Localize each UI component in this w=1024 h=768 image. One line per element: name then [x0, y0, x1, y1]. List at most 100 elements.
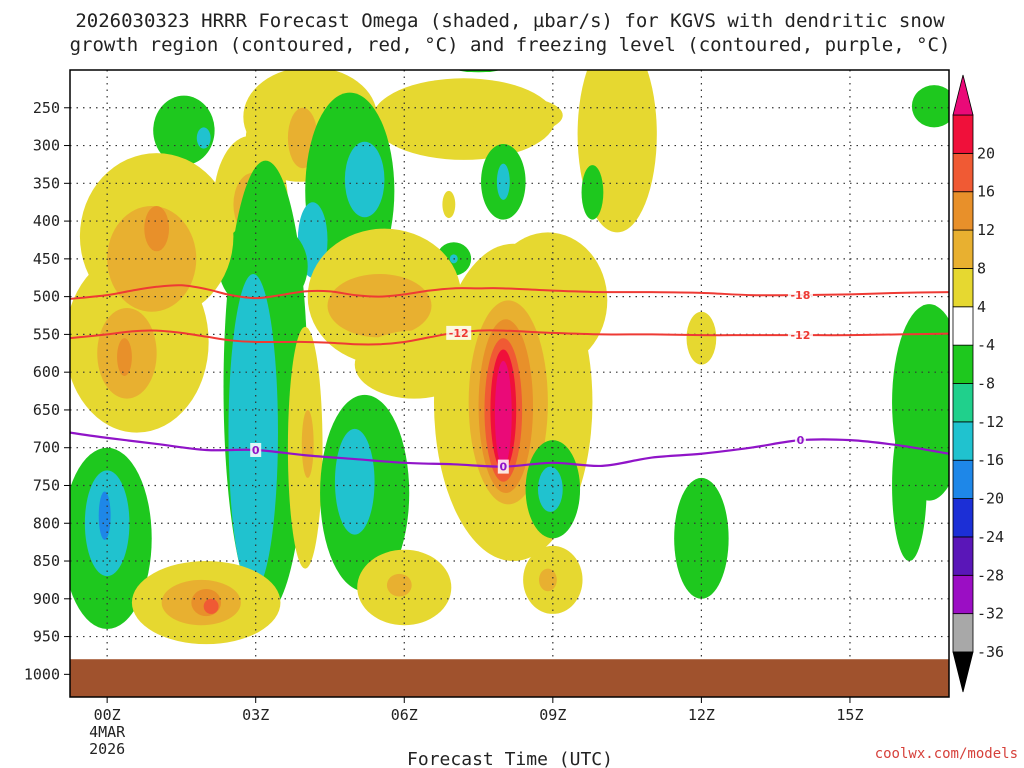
plot-frame: [69, 69, 950, 698]
x-tick-label-09Z: 09Z: [539, 706, 566, 724]
x-axis-title: Forecast Time (UTC): [407, 749, 613, 768]
y-tick-label-850: 850: [33, 552, 60, 570]
colorbar-bin-0: [952, 613, 974, 653]
omega-blob-teal-12: [496, 163, 510, 200]
red-contour-minus-12: [70, 329, 949, 346]
plot-area: -18 -12 0 -12 0 0: [70, 70, 949, 697]
x-tick-label-12Z: 12Z: [688, 706, 715, 724]
omega-blob-teal-20: [344, 141, 385, 218]
ground-layer: [70, 659, 949, 697]
label-0-08z-bg: [497, 459, 509, 474]
y-tick-label-600: 600: [33, 363, 60, 381]
colorbar-bin-5: [952, 421, 974, 461]
credit-text: coolwx.com/models: [875, 746, 1018, 762]
omega-blob-orange12-30: [144, 205, 170, 252]
x-tick-sublabel-year: 2026: [89, 740, 125, 758]
colorbar-tick-20: 20: [977, 144, 995, 162]
colorbar-high-triangle: [952, 74, 974, 116]
colorbar-bin-1: [952, 574, 974, 615]
omega-blob-teal-46: [334, 428, 375, 535]
colorbar-bin-6: [952, 383, 974, 423]
omega-blob-orange8-48: [386, 573, 412, 597]
y-axis: 250 300 350 400 450 500 550 600 650 700 750 800 850 9…: [24, 99, 70, 683]
colorbar-bin-2: [952, 536, 974, 576]
label-minus-12-early: -12: [449, 327, 469, 340]
y-tick-label-500: 500: [33, 288, 60, 306]
colorbar-tick-16: 16: [977, 183, 995, 201]
colorbar-tick--36: -36: [977, 643, 1004, 661]
y-tick-label-450: 450: [33, 250, 60, 268]
y-tick-label-800: 800: [33, 514, 60, 532]
label-minus-12-early-bg: [446, 325, 472, 340]
colorbar-bin-11: [952, 191, 974, 231]
y-tick-label-750: 750: [33, 476, 60, 494]
grid-lines: [70, 70, 949, 697]
omega-blob-magenta-55: [494, 360, 512, 467]
colorbar-tick--20: -20: [977, 490, 1004, 508]
colorbar-bin-4: [952, 459, 974, 499]
y-tick-label-250: 250: [33, 99, 60, 117]
omega-blob-orange12-32: [117, 338, 132, 376]
y-tick-label-350: 350: [33, 174, 60, 192]
red-contour-minus-18-label-bg: [787, 288, 813, 303]
y-tick-label-900: 900: [33, 590, 60, 608]
colorbar-bin-3: [952, 498, 974, 538]
temperature-contours: -18 -12 0 -12 0 0: [70, 284, 949, 474]
colorbar-bin-12: [952, 152, 974, 193]
y-tick-label-650: 650: [33, 401, 60, 419]
y-tick-label-300: 300: [33, 137, 60, 155]
omega-blob-green-2: [457, 70, 500, 73]
y-tick-label-950: 950: [33, 628, 60, 646]
purple-contour-freezing-level-label: 0: [797, 434, 805, 447]
omega-blob-yellow-10: [442, 190, 456, 219]
y-tick-label-400: 400: [33, 212, 60, 230]
omega-blob-green-13: [581, 165, 604, 220]
ground-below-surface: [70, 659, 949, 697]
colorbar-tick-12: 12: [977, 221, 995, 239]
omega-blob-yellow-60: [686, 311, 717, 365]
colorbar-tick--24: -24: [977, 528, 1004, 546]
colorbar-bin-8: [952, 306, 974, 346]
colorbar-tick--28: -28: [977, 566, 1004, 584]
label-0-08z: 0: [499, 461, 507, 474]
colorbar-bin-13: [952, 114, 974, 154]
label-0-03z-bg: [250, 442, 262, 457]
chart-title-line-2: growth region (contoured, red, °C) and f…: [70, 34, 951, 56]
red-contour-minus-12-label: -12: [790, 329, 810, 342]
omega-blob-yellow-8: [463, 96, 563, 135]
purple-contour-freezing-level-label-bg: [794, 433, 806, 448]
colorbar-bin-10: [952, 229, 974, 269]
omega-shading: [70, 70, 949, 645]
colorbar-tick--4: -4: [977, 336, 995, 354]
omega-blob-teal-57: [537, 466, 563, 512]
y-tick-label-1000: 1000: [24, 665, 60, 683]
chart-title-line-1: 2026030323 HRRR Forecast Omega (shaded, …: [75, 10, 945, 32]
omega-blob-orange8-41: [301, 409, 314, 478]
omega-blob-green-3: [911, 85, 949, 128]
omega-blob-orange8-43: [327, 273, 432, 338]
colorbar: -36 -32 -28 -24 -20 -16 -12 -8 -4 4 8 12 16 20: [952, 74, 1004, 693]
omega-blob-blue-35: [98, 491, 111, 540]
colorbar-tick-4: 4: [977, 298, 986, 316]
colorbar-tick--8: -8: [977, 375, 995, 393]
colorbar-tick--32: -32: [977, 605, 1004, 623]
red-contour-minus-12-label-bg: [787, 328, 813, 343]
omega-blob-teal-1: [196, 127, 211, 149]
x-tick-label-00Z: 00Z: [94, 706, 121, 724]
colorbar-tick--16: -16: [977, 451, 1004, 469]
x-tick-sublabel-date: 4MAR: [89, 723, 126, 741]
x-tick-label-15Z: 15Z: [836, 706, 863, 724]
y-tick-label-550: 550: [33, 325, 60, 343]
red-contour-minus-18-label: -18: [790, 289, 810, 302]
omega-blob-teal-24: [228, 273, 278, 592]
red-contour-minus-18: [70, 284, 949, 300]
label-0-03z: 0: [252, 444, 260, 457]
colorbar-tick-8: 8: [977, 259, 986, 277]
colorbar-bin-7: [952, 344, 974, 384]
colorbar-bin-9: [952, 268, 974, 308]
colorbar-low-triangle: [952, 651, 974, 693]
omega-blob-green-0: [153, 95, 215, 166]
omega-blob-orange16-39: [203, 598, 219, 614]
